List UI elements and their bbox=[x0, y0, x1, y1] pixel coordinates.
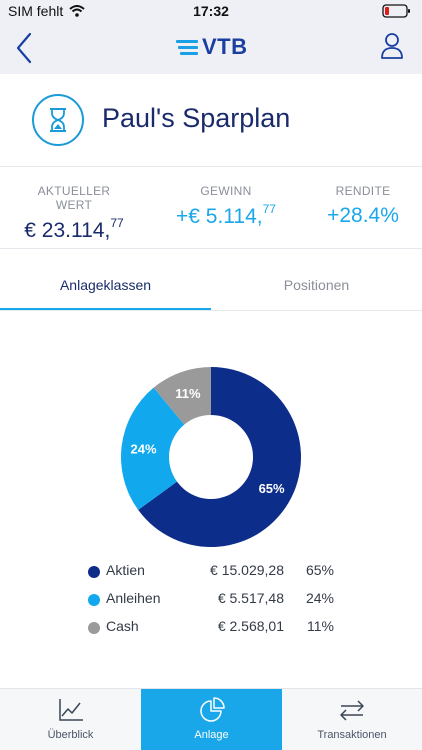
hourglass-icon bbox=[32, 94, 84, 146]
chevron-left-icon bbox=[16, 32, 32, 64]
line-chart-icon bbox=[58, 699, 83, 721]
legend-row: Aktien € 15.029,28 65% bbox=[84, 560, 344, 588]
metric-profit: GEWINN +€ 5.114,77 bbox=[170, 184, 282, 229]
nav-bar: VTB bbox=[0, 22, 422, 74]
donut-label-aktien: 65% bbox=[259, 481, 285, 496]
legend-name: Anleihen bbox=[106, 590, 161, 606]
divider bbox=[0, 310, 422, 311]
vtb-logo: VTB bbox=[176, 34, 248, 60]
legend-name: Aktien bbox=[106, 562, 145, 578]
donut-slice-cash bbox=[153, 367, 211, 425]
plan-title: Paul's Sparplan bbox=[102, 103, 291, 133]
value-cents: 77 bbox=[262, 202, 276, 216]
back-button[interactable] bbox=[12, 30, 36, 66]
legend-dot bbox=[88, 594, 100, 606]
status-bar: SIM fehlt 17:32 bbox=[0, 0, 422, 22]
logo-stripes-icon bbox=[176, 39, 198, 55]
battery-icon bbox=[382, 4, 410, 18]
legend-dot bbox=[88, 622, 100, 634]
profile-button[interactable] bbox=[380, 32, 404, 60]
carrier-label: SIM fehlt bbox=[8, 3, 64, 19]
tabbar-label: Transaktionen bbox=[317, 729, 387, 741]
status-right bbox=[382, 4, 412, 18]
tabbar-investment[interactable]: Anlage bbox=[141, 689, 282, 750]
tab-asset-classes[interactable]: Anlageklassen bbox=[59, 277, 152, 293]
legend-row: Cash € 2.568,01 11% bbox=[84, 616, 344, 644]
metric-value: +€ 5.114,77 bbox=[170, 202, 282, 229]
bottom-tab-bar: Überblick Anlage Transaktionen bbox=[0, 688, 422, 750]
chart-legend: Aktien € 15.029,28 65% Anleihen € 5.517,… bbox=[84, 560, 344, 644]
metric-label: GEWINN bbox=[200, 184, 252, 198]
divider bbox=[0, 166, 422, 167]
legend-percent: 24% bbox=[305, 590, 334, 606]
metrics-row: AKTUELLER WERT € 23.114,77 GEWINN +€ 5.1… bbox=[0, 166, 422, 248]
tabbar-overview[interactable]: Überblick bbox=[0, 689, 141, 750]
legend-dot bbox=[88, 566, 100, 578]
metric-value: +28.4% bbox=[327, 204, 399, 227]
value-main: € 23.114, bbox=[24, 219, 111, 242]
legend-percent: 11% bbox=[307, 618, 334, 634]
person-icon bbox=[381, 33, 403, 59]
tabbar-transactions[interactable]: Transaktionen bbox=[282, 689, 422, 750]
pie-chart-icon bbox=[199, 697, 225, 722]
status-time: 17:32 bbox=[193, 3, 229, 19]
allocation-chart: 65% 24% 11% bbox=[110, 356, 312, 558]
tabbar-label: Anlage bbox=[194, 729, 229, 741]
value-main: +€ 5.114, bbox=[176, 205, 263, 228]
segment-tabs: Anlageklassen Positionen bbox=[0, 249, 422, 311]
metric-current-value: AKTUELLER WERT € 23.114,77 bbox=[18, 184, 130, 243]
legend-amount: € 5.517,48 bbox=[217, 590, 284, 606]
metric-label: AKTUELLER WERT bbox=[37, 184, 111, 212]
divider bbox=[0, 248, 422, 249]
status-left: SIM fehlt bbox=[8, 3, 85, 19]
donut-chart: 65% 24% 11% bbox=[121, 367, 301, 547]
donut-label-cash: 11% bbox=[175, 386, 201, 401]
swap-arrows-icon bbox=[340, 700, 364, 721]
tab-active-indicator bbox=[0, 308, 211, 311]
metric-yield: RENDITE +28.4% bbox=[318, 184, 408, 228]
tabbar-label: Überblick bbox=[47, 729, 94, 741]
donut-slice-anleihen bbox=[121, 387, 185, 510]
logo-text: VTB bbox=[202, 34, 248, 59]
plan-header: Paul's Sparplan bbox=[0, 74, 422, 166]
metric-label: RENDITE bbox=[335, 184, 391, 198]
metric-value: € 23.114,77 bbox=[18, 216, 130, 243]
legend-amount: € 15.029,28 bbox=[210, 562, 284, 578]
donut-label-anleihen: 24% bbox=[131, 441, 157, 456]
wifi-icon bbox=[69, 5, 85, 17]
legend-row: Anleihen € 5.517,48 24% bbox=[84, 588, 344, 616]
legend-percent: 65% bbox=[305, 562, 334, 578]
tab-positions[interactable]: Positionen bbox=[283, 277, 350, 293]
hourglass-icon-glyph bbox=[50, 108, 66, 132]
legend-name: Cash bbox=[106, 618, 139, 634]
legend-amount: € 2.568,01 bbox=[217, 618, 284, 634]
value-cents: 77 bbox=[110, 216, 124, 230]
donut-slice-aktien bbox=[138, 367, 301, 547]
